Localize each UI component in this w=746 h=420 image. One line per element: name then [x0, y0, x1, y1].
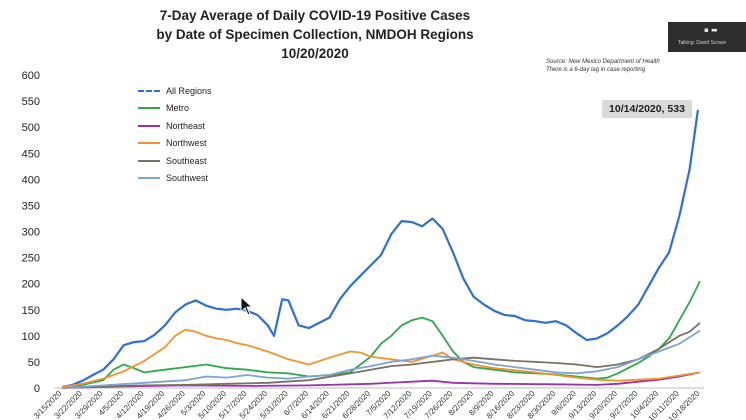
series-line-northwest: [61, 328, 701, 388]
overlay-speaker-label: Talking: David Scrase: [678, 40, 727, 46]
legend-item: Southwest: [138, 170, 212, 188]
legend-item: Metro: [138, 100, 212, 118]
y-tick-label: 150: [22, 305, 40, 317]
legend-item: Southeast: [138, 152, 212, 170]
legend-swatch: [138, 107, 160, 110]
y-tick-label: 100: [22, 331, 40, 343]
title-line-2: by Date of Specimen Collection, NMDOH Re…: [156, 27, 474, 42]
legend-label: Northwest: [166, 138, 207, 149]
legend-label: All Regions: [166, 85, 212, 96]
y-tick-label: 0: [34, 383, 40, 395]
legend-item: Northeast: [138, 117, 212, 135]
y-tick-label: 450: [22, 148, 40, 160]
y-tick-label: 200: [22, 279, 40, 291]
chart-title: 7-Day Average of Daily COVID-19 Positive…: [150, 6, 480, 63]
legend-swatch: [138, 177, 160, 180]
overlay-icons: ▪ ▬: [704, 26, 718, 34]
legend-swatch: [138, 159, 160, 162]
source-line-1: Source: New Mexico Department of Health: [546, 59, 660, 65]
y-tick-label: 50: [28, 357, 40, 369]
y-tick-label: 500: [22, 122, 40, 134]
legend: All Regions Metro Northeast Northwest Southe…: [138, 82, 212, 187]
x-axis: 3/15/20203/22/20203/29/20204/5/20204/12/…: [32, 387, 704, 420]
video-call-overlay[interactable]: ▪ ▬ Talking: David Scrase: [668, 22, 746, 52]
y-tick-label: 250: [22, 253, 40, 265]
title-line-3: 10/20/2020: [281, 46, 349, 61]
legend-label: Metro: [166, 103, 190, 114]
series-line-northeast: [61, 371, 701, 389]
series-lines: [61, 109, 701, 389]
y-tick-label: 600: [22, 70, 40, 82]
legend-swatch: [138, 142, 160, 145]
y-tick-label: 550: [22, 96, 40, 108]
legend-swatch: [138, 89, 160, 92]
y-axis: 0 50 100 150 200 250 300 350 400 450 500 550 600: [22, 70, 40, 395]
peak-annotation: 10/14/2020, 533: [602, 100, 692, 118]
legend-swatch: [138, 124, 160, 127]
y-tick-label: 350: [22, 200, 40, 212]
series-line-southwest: [61, 329, 701, 389]
y-tick-label: 300: [22, 227, 40, 239]
series-line-all-regions: [61, 109, 699, 389]
mouse-cursor-icon: [240, 296, 254, 316]
legend-label: Northeast: [166, 120, 206, 131]
source-note: Source: New Mexico Department of Health …: [546, 58, 696, 74]
y-tick-label: 400: [22, 174, 40, 186]
title-line-1: 7-Day Average of Daily COVID-19 Positive…: [159, 8, 471, 23]
source-line-2: There is a 6-day lag in case reporting: [546, 67, 646, 73]
legend-label: Southeast: [166, 155, 207, 166]
legend-label: Southwest: [166, 173, 209, 184]
series-line-metro: [61, 280, 701, 389]
legend-item: Northwest: [138, 135, 212, 153]
legend-item: All Regions: [138, 82, 212, 100]
